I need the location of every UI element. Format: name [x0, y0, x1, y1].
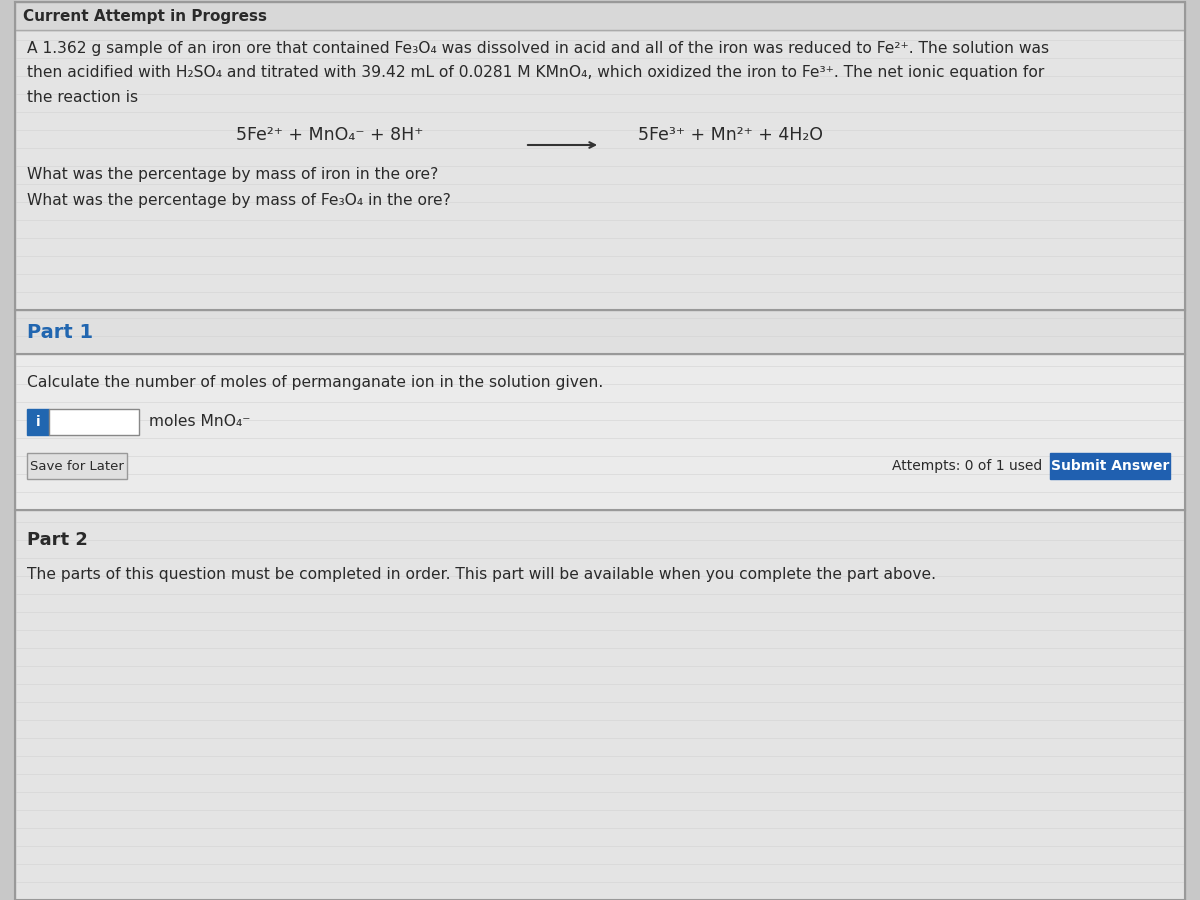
Bar: [49, 409, 139, 435]
Text: the reaction is: the reaction is: [28, 91, 138, 105]
Text: Calculate the number of moles of permanganate ion in the solution given.: Calculate the number of moles of permang…: [28, 374, 604, 390]
Text: What was the percentage by mass of Fe₃O₄ in the ore?: What was the percentage by mass of Fe₃O₄…: [28, 193, 451, 208]
Text: Current Attempt in Progress: Current Attempt in Progress: [23, 8, 266, 23]
Bar: [14, 354, 1186, 510]
Text: Part 1: Part 1: [28, 322, 94, 341]
Text: Submit Answer: Submit Answer: [1051, 459, 1169, 473]
Text: The parts of this question must be completed in order. This part will be availab: The parts of this question must be compl…: [28, 568, 936, 582]
Text: Attempts: 0 of 1 used: Attempts: 0 of 1 used: [892, 459, 1042, 473]
Text: then acidified with H₂SO₄ and titrated with 39.42 mL of 0.0281 M KMnO₄, which ox: then acidified with H₂SO₄ and titrated w…: [28, 66, 1044, 80]
Text: 5Fe³⁺ + Mn²⁺ + 4H₂O: 5Fe³⁺ + Mn²⁺ + 4H₂O: [637, 126, 822, 144]
Text: Part 2: Part 2: [28, 531, 88, 549]
Bar: [14, 2, 1186, 30]
Text: A 1.362 g sample of an iron ore that contained Fe₃O₄ was dissolved in acid and a: A 1.362 g sample of an iron ore that con…: [28, 40, 1049, 56]
Bar: [1050, 453, 1170, 479]
Text: 5Fe²⁺ + MnO₄⁻ + 8H⁺: 5Fe²⁺ + MnO₄⁻ + 8H⁺: [236, 126, 424, 144]
Text: moles MnO₄⁻: moles MnO₄⁻: [149, 415, 251, 429]
Text: What was the percentage by mass of iron in the ore?: What was the percentage by mass of iron …: [28, 167, 438, 183]
Bar: [14, 510, 1186, 900]
Bar: [28, 409, 49, 435]
Text: Save for Later: Save for Later: [30, 460, 124, 473]
Bar: [14, 310, 1186, 354]
Text: i: i: [36, 415, 41, 429]
Bar: [14, 30, 1186, 310]
Bar: [28, 453, 127, 479]
